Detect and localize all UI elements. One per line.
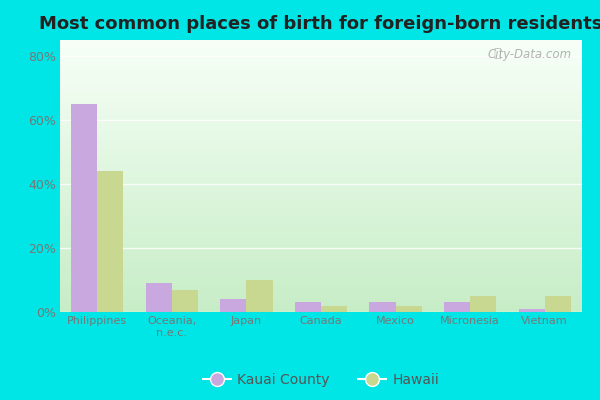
Legend: Kauai County, Hawaii: Kauai County, Hawaii bbox=[197, 367, 445, 392]
Bar bbox=[220, 299, 247, 312]
Bar bbox=[247, 280, 272, 312]
Title: Most common places of birth for foreign-born residents: Most common places of birth for foreign-… bbox=[40, 15, 600, 33]
Bar bbox=[97, 171, 124, 312]
Bar bbox=[444, 302, 470, 312]
Bar bbox=[470, 296, 496, 312]
Bar bbox=[518, 309, 545, 312]
Bar bbox=[71, 104, 97, 312]
Bar bbox=[321, 306, 347, 312]
Bar bbox=[146, 283, 172, 312]
Text: ⓘ: ⓘ bbox=[494, 47, 501, 60]
Bar bbox=[370, 302, 395, 312]
Bar bbox=[295, 302, 321, 312]
Bar bbox=[545, 296, 571, 312]
Bar bbox=[172, 290, 198, 312]
Bar bbox=[395, 306, 422, 312]
Text: City-Data.com: City-Data.com bbox=[487, 48, 572, 61]
